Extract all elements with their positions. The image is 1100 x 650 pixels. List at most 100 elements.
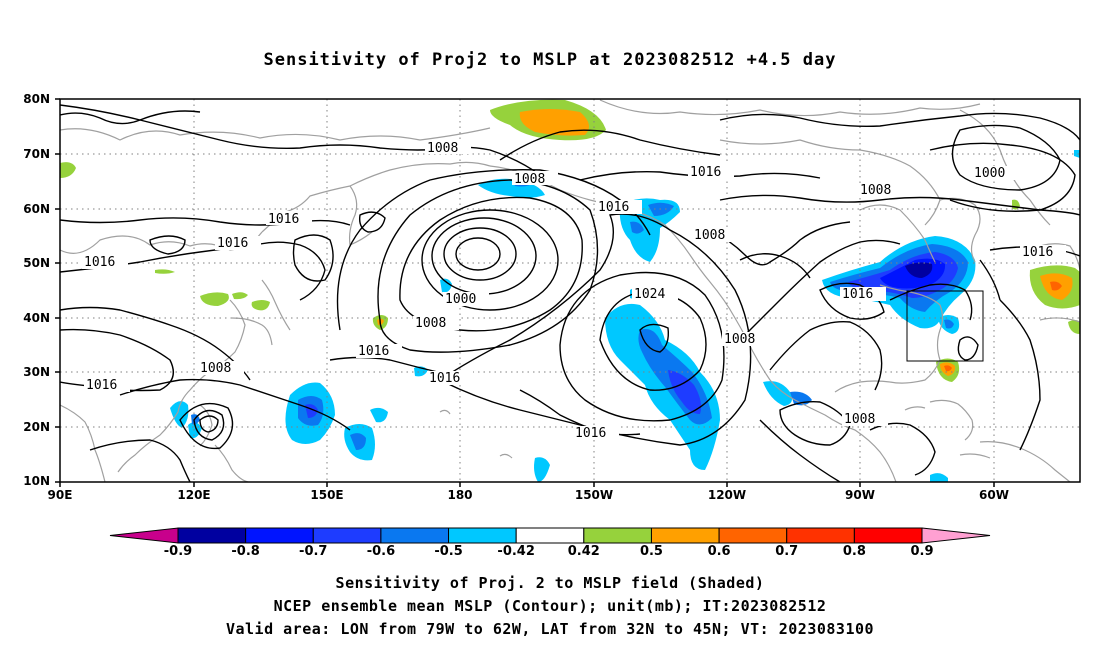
- contour-arctic: [719, 112, 1080, 141]
- contour-typhoon2: [193, 409, 225, 441]
- contour-typhoon1: [199, 415, 219, 433]
- lat-label-10n: 10N: [23, 474, 50, 488]
- contour-label: 1008: [722, 332, 768, 347]
- contour-label: 1016: [215, 236, 261, 251]
- colorbar-swatch: [853, 527, 923, 544]
- lat-label-60n: 60N: [23, 202, 50, 216]
- colorbar-tick-label: 0.7: [775, 544, 799, 559]
- shade-east-blue4: [944, 319, 954, 329]
- contour-label-text: 1016: [690, 165, 721, 180]
- valid-area-box: [906, 290, 984, 362]
- lat-label-80n: 80N: [23, 92, 50, 106]
- contour-label: 1016: [573, 426, 619, 441]
- lon-label-180: 180: [447, 488, 473, 502]
- contour-label-text: 1016: [217, 236, 248, 251]
- contour-label-text: 1016: [86, 378, 117, 393]
- contour-label-text: 1016: [358, 344, 389, 359]
- contour-label: 1008: [413, 316, 459, 331]
- contour-na-1008c: [739, 239, 901, 341]
- contour-label-text: 1008: [844, 412, 875, 427]
- contour-label: 1008: [512, 171, 558, 187]
- lat-label-40n: 40N: [23, 311, 50, 325]
- contour-typhoon3: [179, 402, 234, 450]
- colorbar-swatch: [177, 527, 247, 544]
- shade-east-dark: [905, 262, 933, 278]
- contour-label: 1016: [1020, 245, 1066, 260]
- colorbar-swatch: [515, 527, 585, 544]
- lat-label-20n: 20N: [23, 420, 50, 434]
- colorbar-swatch: [718, 527, 788, 544]
- contour-asia-low: [149, 235, 186, 255]
- contour-high-2: [599, 291, 707, 391]
- contour-low-ring4: [421, 209, 559, 311]
- shade-atl-red: [1050, 281, 1062, 291]
- lon-label-60w: 60W: [979, 488, 1009, 502]
- colorbar-tick-label: -0.9: [163, 544, 193, 559]
- contour-label-text: 1008: [694, 228, 725, 243]
- contour-label-text: 1008: [415, 316, 446, 331]
- contour-label-text: 1008: [200, 361, 231, 376]
- colorbar-tick-label: -0.42: [497, 544, 535, 559]
- contour-label: 1008: [198, 361, 244, 376]
- contour-label-text: 1016: [575, 426, 606, 441]
- colorbar-tick-label: -0.5: [434, 544, 463, 559]
- colorbar-tick-label: 0.9: [910, 544, 934, 559]
- shade-bottom-cyan1: [534, 457, 550, 482]
- contour-top-1008b: [499, 129, 721, 161]
- shade-asia-green3: [251, 300, 270, 311]
- contour-mid-1016: [519, 389, 641, 436]
- contour-asia-1016a: [60, 217, 351, 226]
- axis-ticks: [55, 98, 995, 487]
- contour-label: 1000: [443, 292, 489, 307]
- shade-asia-green1: [200, 292, 229, 306]
- contour-arctic-low: [951, 124, 1061, 191]
- contour-sc-line: [89, 439, 191, 482]
- shade-pac-band-dark: [668, 370, 702, 414]
- colorbar-swatch: [650, 527, 720, 544]
- lon-label-120w: 120W: [707, 488, 747, 502]
- contour-label: 1008: [842, 412, 888, 427]
- colorbar-swatch: [448, 527, 517, 544]
- colorbar-swatch: [786, 527, 855, 544]
- caption-valid-area: Valid area: LON from 79W to 62W, LAT fro…: [225, 620, 875, 638]
- contour-gulf-1008: [779, 400, 851, 446]
- contour-labels: 1008 1016 1008 1000 1016 1016 1016 1008 …: [84, 140, 1066, 441]
- contour-label: 1016: [688, 165, 734, 180]
- sensitivity-shading: [60, 99, 1080, 482]
- contour-low-ring1: [455, 237, 501, 271]
- colorbar-swatch: [245, 527, 314, 544]
- contour-label: 1016: [427, 371, 473, 386]
- contour-gulf-2: [759, 419, 841, 482]
- contour-arctic2: [60, 110, 201, 125]
- contour-label-text: 1016: [1022, 245, 1053, 260]
- shade-atl-green2: [1068, 320, 1080, 334]
- shade-pac-band-cyan: [605, 303, 720, 470]
- contour-na-1016b: [739, 253, 811, 279]
- caption-contour: NCEP ensemble mean MSLP (Contour); unit(…: [273, 597, 827, 615]
- contour-label: 1008: [425, 140, 471, 156]
- contour-label-text: 1008: [724, 332, 755, 347]
- lon-label-90w: 90W: [845, 488, 875, 502]
- shade-hatteras-red: [944, 365, 952, 372]
- contour-label-text: 1016: [268, 212, 299, 227]
- contour-label-text: 1000: [445, 292, 476, 307]
- contour-asia-1008: [60, 306, 251, 381]
- chart-title: Sensitivity of Proj2 to MSLP at 20230825…: [263, 50, 837, 70]
- shade-goa-cyan: [619, 198, 680, 262]
- contour-low-ring2: [443, 227, 517, 281]
- contour-label-text: 1008: [514, 172, 545, 187]
- contour-na-1008a: [719, 194, 1080, 216]
- colorbar-tick-label: -0.8: [231, 544, 260, 559]
- colorbar-tick-label: -0.6: [366, 544, 396, 559]
- contour-na-1008d: [769, 320, 883, 391]
- colorbar-swatch: [583, 527, 652, 544]
- contour-label: 1016: [84, 378, 130, 393]
- lat-label-50n: 50N: [23, 256, 50, 270]
- shade-bottom-cyan2: [930, 473, 948, 482]
- colorbar-left-arrow: [109, 527, 179, 544]
- colorbar-tick-label: -0.7: [299, 544, 328, 559]
- contour-ok-loop: [358, 211, 386, 233]
- contour-label-text: 1016: [84, 255, 115, 270]
- shade-goa-blue2: [630, 221, 644, 234]
- contour-label: 1000: [972, 166, 1018, 181]
